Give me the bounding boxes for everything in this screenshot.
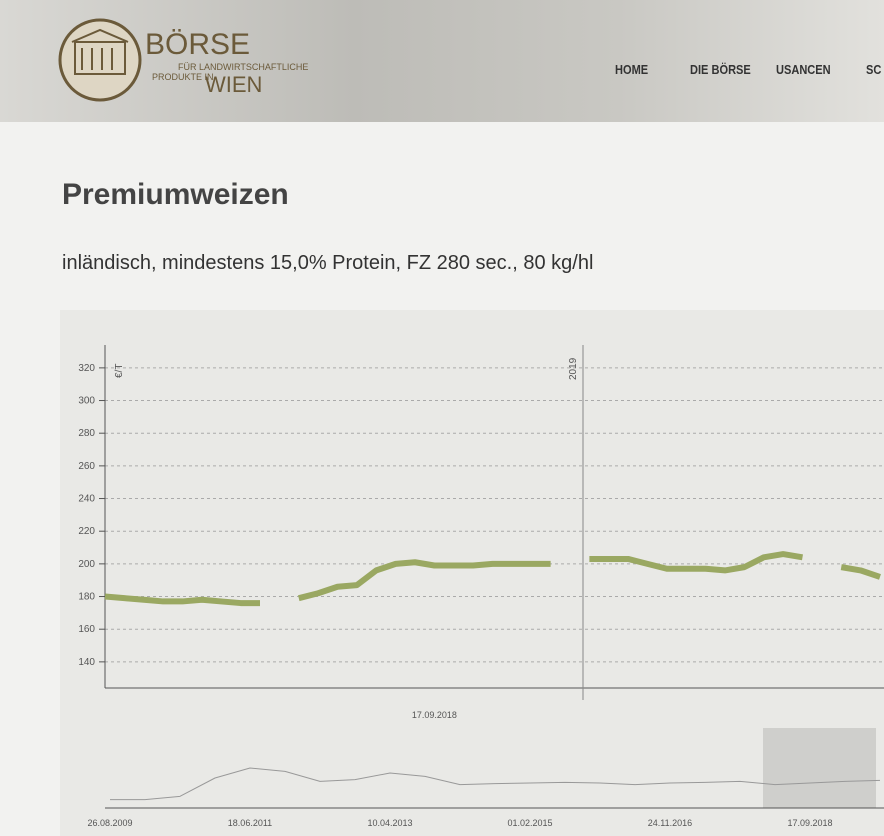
y-tick-label: 180: [78, 592, 95, 603]
nav-link[interactable]: SC: [866, 62, 881, 77]
y-tick-label: 240: [78, 494, 95, 505]
x-tick-label: 17.09.2018: [412, 710, 457, 720]
y-tick-label: 280: [78, 428, 95, 439]
logo-city: WIEN: [205, 72, 262, 97]
page: BÖRSE FÜR LANDWIRTSCHAFTLICHE PRODUKTE I…: [0, 0, 884, 836]
header: BÖRSE FÜR LANDWIRTSCHAFTLICHE PRODUKTE I…: [0, 0, 884, 122]
nav-link[interactable]: HOME: [615, 62, 648, 77]
chart: 140 160 180 200 220 240 260 280 300 320 €/T 2019 17.…: [60, 310, 884, 836]
logo[interactable]: BÖRSE FÜR LANDWIRTSCHAFTLICHE PRODUKTE I…: [0, 0, 360, 122]
y-tick-label: 220: [78, 526, 95, 537]
series-line: [589, 554, 802, 570]
page-title: Premiumweizen: [62, 178, 289, 212]
series-line: [105, 597, 260, 604]
y-axis-label: €/T: [114, 364, 125, 378]
y-tick-label: 160: [78, 624, 95, 635]
x-tick-label: 18.06.2011: [228, 818, 272, 828]
annotation: 2019: [568, 357, 579, 380]
nav-link[interactable]: DIE BÖRSE: [690, 62, 751, 77]
series-line: [841, 567, 880, 577]
x-tick-label: 10.04.2013: [367, 818, 412, 828]
y-tick-label: 140: [78, 657, 95, 668]
logo-line: FÜR LANDWIRTSCHAFTLICHE: [178, 62, 308, 72]
y-tick-label: 320: [78, 363, 95, 374]
logo-name: BÖRSE: [145, 28, 250, 61]
x-tick-label: 26.08.2009: [87, 818, 132, 828]
nav-selection: [763, 728, 876, 808]
y-tick-label: 200: [78, 559, 95, 570]
y-tick-label: 260: [78, 461, 95, 472]
page-subtitle: inländisch, mindestens 15,0% Protein, FZ…: [62, 252, 593, 275]
x-tick-label: 17.09.2018: [787, 818, 832, 828]
x-tick-label: 24.11.2016: [648, 818, 692, 828]
y-tick-label: 300: [78, 396, 95, 407]
series-line: [299, 562, 551, 598]
nav-link[interactable]: USANCEN: [776, 62, 831, 77]
x-tick-label: 01.02.2015: [507, 818, 552, 828]
